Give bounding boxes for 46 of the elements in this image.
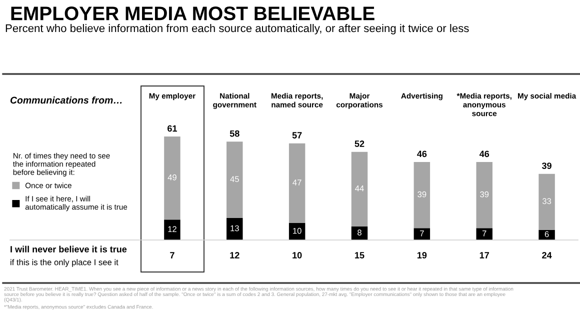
text: 15 — [355, 252, 364, 258]
data-label: 10 — [293, 228, 302, 234]
bar — [226, 142, 243, 218]
x-axis-title: Communications from… — [10, 96, 122, 104]
chart-title: EMPLOYER MEDIA MOST BELIEVABLE — [11, 6, 374, 20]
text: 10 — [292, 252, 302, 258]
bar — [351, 152, 368, 226]
bar — [414, 162, 430, 228]
total-label: 39 — [542, 162, 552, 169]
total-label: 61 — [168, 125, 177, 132]
bar — [538, 174, 555, 230]
bar — [476, 228, 492, 240]
data-label: 7 — [420, 230, 424, 236]
text: 12 — [230, 252, 240, 258]
bar — [476, 162, 492, 228]
data-label: 39 — [480, 191, 489, 198]
bar — [288, 223, 306, 240]
total-label: 46 — [417, 150, 427, 158]
text: 7 — [170, 252, 174, 258]
total-label: 57 — [292, 132, 302, 138]
bar — [164, 136, 180, 220]
data-label: 8 — [358, 230, 362, 236]
bar — [538, 230, 555, 240]
text: 24 — [542, 252, 552, 258]
text: 19 — [417, 252, 427, 258]
data-label: 12 — [168, 226, 176, 232]
text: if this is the only place I see it — [10, 259, 118, 267]
data-label: 33 — [542, 198, 552, 204]
data-label: 47 — [292, 180, 302, 186]
data-label: 44 — [355, 186, 364, 192]
data-label: 39 — [418, 191, 426, 198]
data-label: 49 — [168, 174, 176, 180]
chart-subtitle: Percent who believe information from each source automatically, or after seeing it twice or less — [6, 24, 469, 34]
text: I will never believe it is true — [10, 246, 127, 252]
total-label: 52 — [354, 140, 364, 147]
data-label: 6 — [544, 231, 549, 238]
data-label: 45 — [230, 176, 239, 182]
data-label: 13 — [230, 225, 239, 232]
text: 17 — [480, 252, 489, 258]
data-label: 7 — [482, 230, 486, 236]
bar — [414, 228, 430, 240]
total-label: 46 — [479, 150, 490, 158]
bar — [164, 220, 180, 240]
bar — [288, 143, 306, 224]
bar — [226, 218, 243, 240]
total-label: 58 — [230, 130, 240, 137]
